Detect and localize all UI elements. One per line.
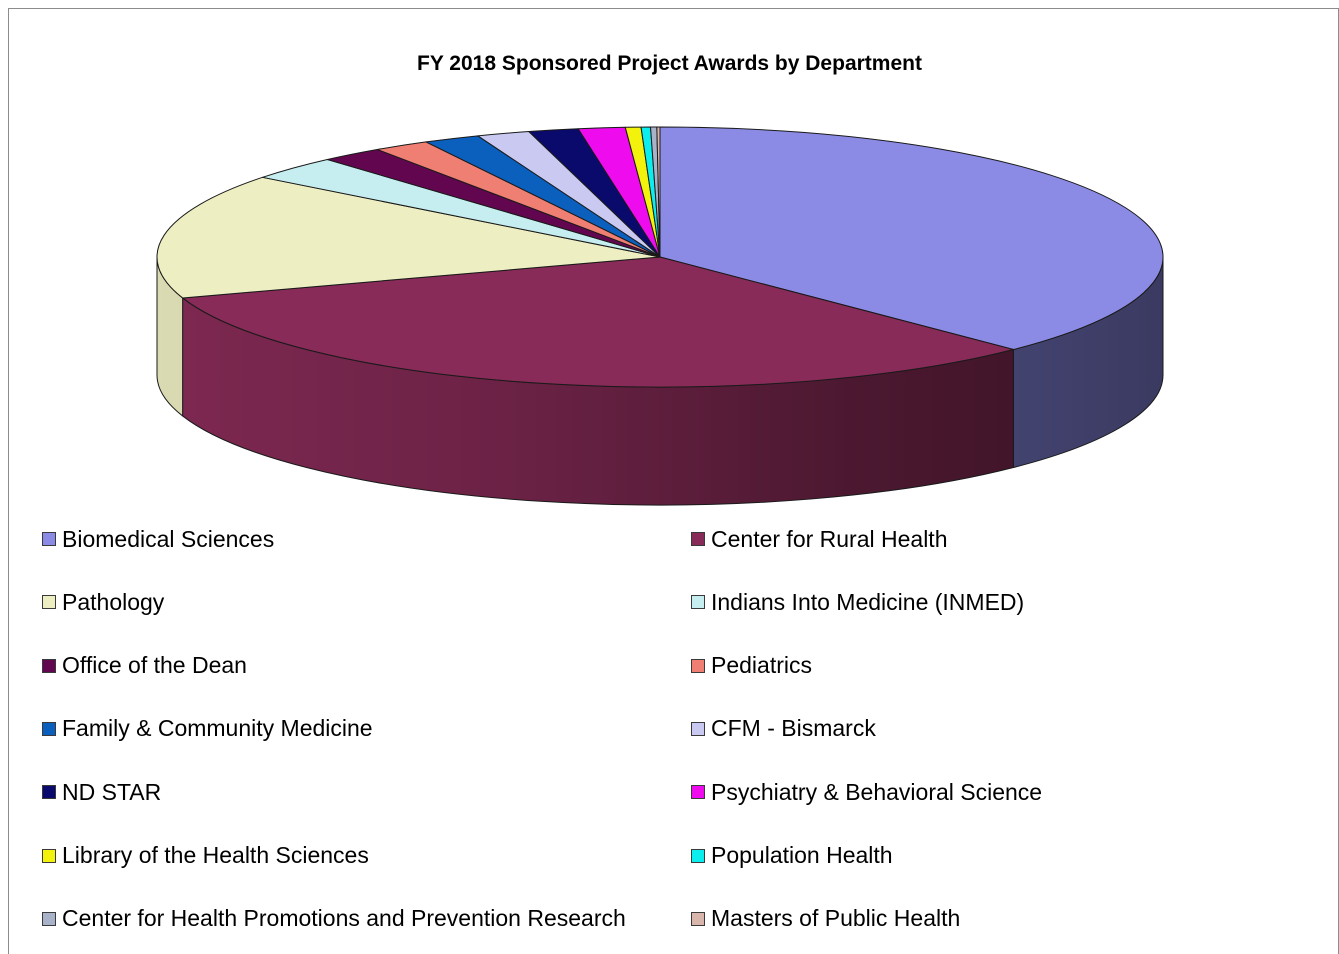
legend-label: Pathology [62, 588, 165, 615]
legend-swatch [42, 595, 56, 610]
legend-swatch [691, 595, 705, 610]
legend-label: Psychiatry & Behavioral Science [711, 778, 1043, 805]
legend-swatch [42, 532, 56, 546]
legend-item-family-and-community-medicine: Family & Community Medicine [42, 715, 373, 743]
legend-swatch [42, 785, 56, 800]
legend-label: Library of the Health Sciences [62, 842, 369, 868]
legend-swatch [691, 785, 705, 800]
legend-label: Family & Community Medicine [62, 715, 373, 742]
legend-item-population-health: Population Health [691, 842, 893, 870]
legend-label: CFM - Bismarck [711, 715, 876, 742]
legend-swatch [691, 911, 705, 926]
legend-swatch [691, 721, 705, 736]
legend-item-center-for-health-promotions-and-prevention-research: Center for Health Promotions and Prevent… [42, 905, 626, 933]
chart-title: FY 2018 Sponsored Project Awards by Depa… [417, 52, 922, 75]
legend-item-office-of-the-dean: Office of the Dean [42, 652, 247, 680]
pie-slice-pathology [156, 176, 661, 299]
legend-item-pediatrics: Pediatrics [691, 652, 812, 680]
legend-item-library-of-the-health-sciences: Library of the Health Sciences [42, 842, 369, 870]
legend-item-nd-star: ND STAR [42, 778, 161, 806]
pie-chart [156, 126, 1164, 506]
legend-label: Pediatrics [711, 652, 812, 679]
legend-label: Population Health [711, 842, 893, 868]
pie-slice-biomedical-sciences [659, 126, 1164, 350]
legend-swatch [691, 658, 705, 673]
pie-slice-center-for-rural-health [182, 256, 1014, 388]
legend-item-masters-of-public-health: Masters of Public Health [691, 905, 960, 933]
legend-swatch [691, 848, 705, 863]
legend-item-indians-into-medicine-inmed: Indians Into Medicine (INMED) [691, 588, 1024, 616]
legend-swatch [691, 532, 705, 546]
legend-swatch [42, 848, 56, 863]
legend-label: ND STAR [62, 778, 162, 805]
pie-slice-masters-of-public-health [656, 126, 661, 258]
legend-item-center-for-rural-health: Center for Rural Health [691, 525, 948, 553]
legend-label: Center for Health Promotions and Prevent… [62, 905, 626, 932]
legend-label: Masters of Public Health [711, 905, 961, 932]
legend-label: Biomedical Sciences [62, 525, 275, 552]
legend-label: Indians Into Medicine (INMED) [711, 588, 1025, 615]
legend-label: Office of the Dean [62, 652, 247, 679]
legend-swatch [42, 658, 56, 673]
legend-swatch [42, 911, 56, 926]
legend-label: Center for Rural Health [711, 525, 948, 552]
legend-swatch [42, 721, 56, 736]
legend-item-psychiatry-and-behavioral-science: Psychiatry & Behavioral Science [691, 778, 1042, 806]
legend-item-biomedical-sciences: Biomedical Sciences [42, 525, 274, 553]
legend-item-pathology: Pathology [42, 588, 164, 616]
legend-item-cfm-bismarck: CFM - Bismarck [691, 715, 876, 743]
